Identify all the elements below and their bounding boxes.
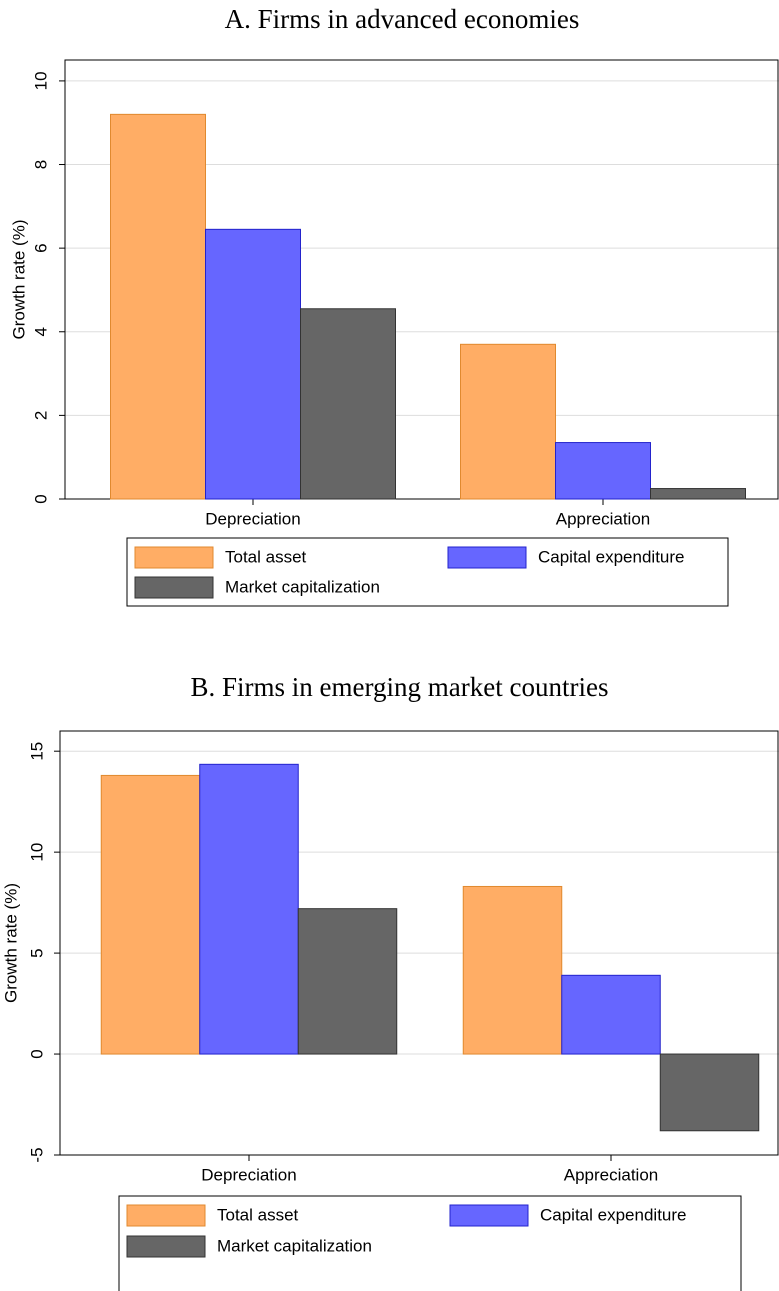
y-axis-label: Growth rate (%): [1, 883, 20, 1003]
legend-swatch: [134, 546, 214, 569]
bar: [650, 488, 746, 500]
bar: [100, 774, 201, 1055]
legend-label: Total asset: [217, 1205, 299, 1224]
y-tick-label: 8: [31, 160, 50, 169]
x-tick-label: Depreciation: [205, 509, 300, 528]
legend-swatch: [126, 1204, 206, 1227]
x-tick-label: Appreciation: [564, 1165, 659, 1184]
bar: [555, 442, 651, 500]
bar: [300, 308, 396, 500]
chart-title: B. Firms in emerging market countries: [191, 672, 609, 702]
legend-swatch: [134, 576, 214, 599]
legend-label: Market capitalization: [217, 1236, 372, 1255]
bar: [199, 763, 299, 1055]
bar: [297, 908, 398, 1055]
x-tick-label: Depreciation: [201, 1165, 296, 1184]
bar: [460, 343, 556, 500]
legend-label: Capital expenditure: [538, 547, 684, 566]
legend-label: Total asset: [225, 547, 307, 566]
legend-box: [126, 537, 729, 607]
bar: [561, 974, 661, 1055]
legend-label: Market capitalization: [225, 577, 380, 596]
y-tick-label: 6: [31, 243, 50, 252]
plot-frame: [59, 730, 779, 1156]
y-tick-label: 5: [27, 948, 46, 957]
y-tick-label: 15: [27, 742, 46, 761]
y-tick-label: 4: [31, 327, 50, 336]
chart-title: A. Firms in advanced economies: [225, 4, 580, 34]
legend-swatch: [449, 1204, 529, 1227]
y-tick-label: 10: [31, 71, 50, 90]
y-tick-label: 0: [27, 1049, 46, 1058]
bar: [110, 113, 206, 500]
legend-box: [118, 1195, 742, 1291]
y-tick-label: 0: [31, 494, 50, 503]
bar: [659, 1053, 760, 1132]
x-tick-label: Appreciation: [556, 509, 651, 528]
plot-frame: [64, 59, 779, 500]
legend-swatch: [447, 546, 527, 569]
y-tick-label: 10: [27, 843, 46, 862]
legend-label: Capital expenditure: [540, 1205, 686, 1224]
bar: [205, 228, 301, 500]
legend-swatch: [126, 1235, 206, 1258]
y-tick-label: -5: [27, 1147, 46, 1162]
y-axis-label: Growth rate (%): [9, 220, 28, 340]
y-tick-label: 2: [31, 411, 50, 420]
bar: [462, 885, 563, 1055]
